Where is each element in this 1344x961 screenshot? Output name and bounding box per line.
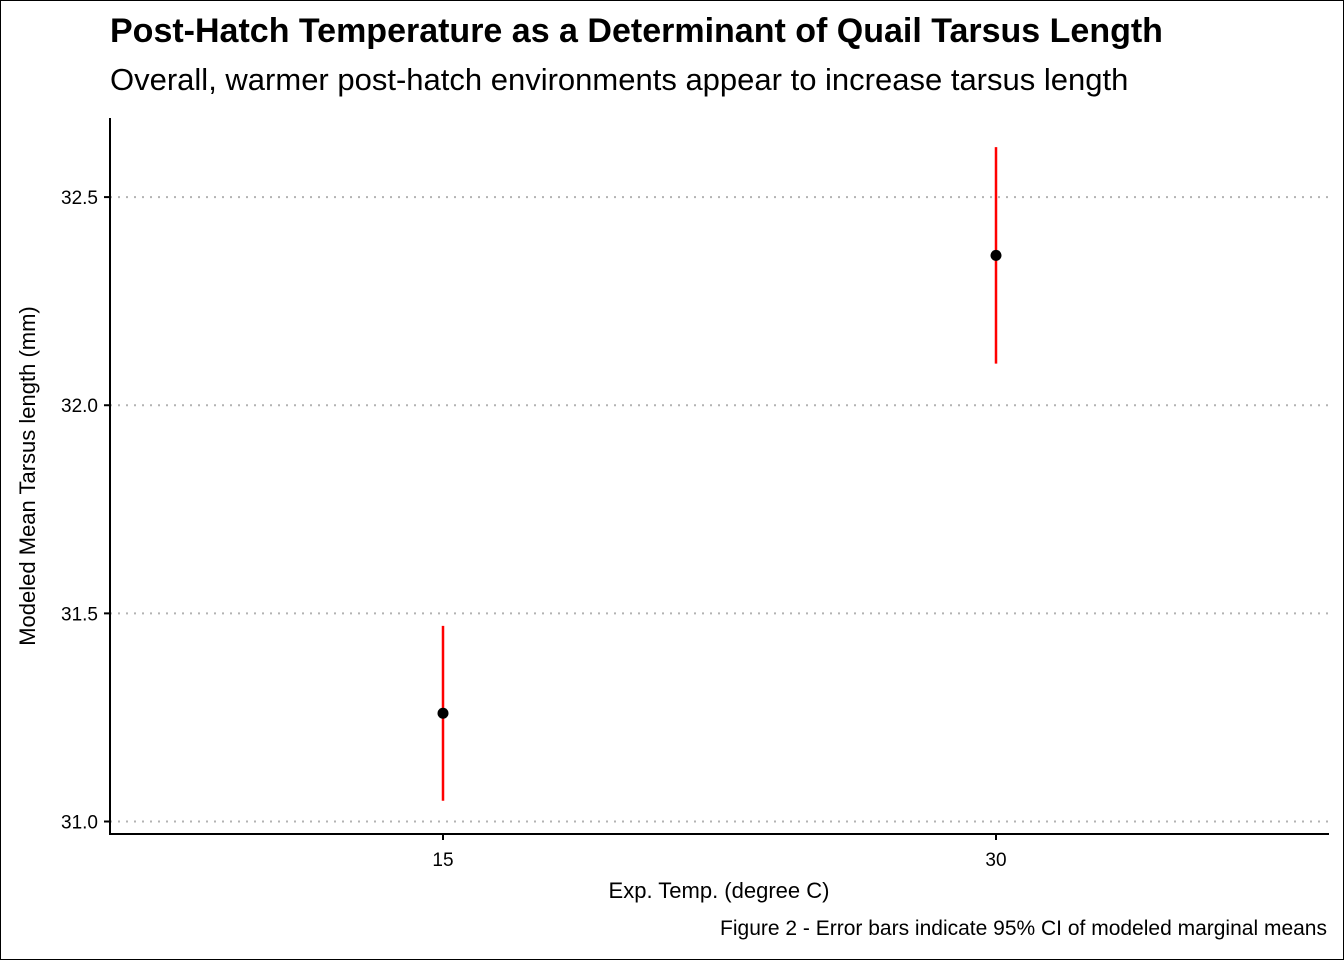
x-tick-label: 30: [985, 850, 1006, 871]
y-tick-label: 32.0: [61, 396, 98, 417]
x-ticks: 15 30: [432, 834, 1007, 871]
chart-title: Post-Hatch Temperature as a Determinant …: [110, 12, 1163, 50]
data-point: [437, 707, 449, 719]
chart-caption: Figure 2 - Error bars indicate 95% CI of…: [720, 917, 1327, 940]
grid-layer: [110, 196, 1329, 823]
error-bars: [441, 147, 998, 801]
x-tick-label: 15: [432, 850, 453, 871]
x-axis-label: Exp. Temp. (degree C): [609, 878, 830, 903]
y-tick-label: 31.5: [61, 604, 98, 625]
chart-subtitle: Overall, warmer post-hatch environments …: [110, 62, 1129, 97]
y-axis-label: Modeled Mean Tarsus length (mm): [15, 306, 40, 646]
y-ticks: 31.0 31.5 32.0 32.5: [61, 188, 110, 834]
data-points: [437, 249, 1002, 719]
y-tick-label: 32.5: [61, 188, 98, 209]
y-tick-label: 31.0: [61, 813, 98, 834]
data-point: [990, 249, 1002, 261]
